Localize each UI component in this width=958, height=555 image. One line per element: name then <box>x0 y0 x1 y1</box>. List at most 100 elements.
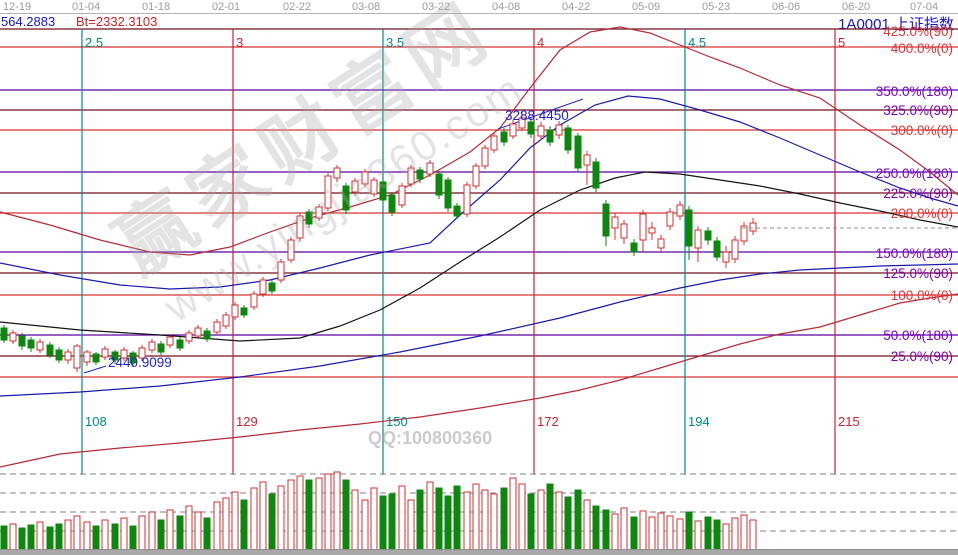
volume-bar <box>555 491 563 551</box>
candle-body <box>481 147 489 167</box>
volume-bar <box>749 519 757 551</box>
candle-body <box>83 351 91 363</box>
volume-bar <box>592 505 600 551</box>
volume-bar <box>157 519 165 551</box>
candle-body <box>305 211 313 225</box>
red-lower-curve <box>0 293 958 468</box>
level-label: 425.0%(90) <box>883 24 953 39</box>
volume-bar <box>138 515 146 551</box>
candle-body <box>620 223 628 239</box>
gann-count-label: 150 <box>386 414 408 429</box>
status-bar <box>0 549 958 555</box>
candle-body <box>277 261 285 281</box>
candle-body <box>666 211 674 227</box>
black-mid-curve <box>0 171 958 342</box>
date-tick: 06-06 <box>772 1 801 13</box>
volume-bar <box>287 479 295 551</box>
red-upper-curve <box>0 26 958 256</box>
volume-bar <box>324 473 332 551</box>
volume-bar <box>185 505 193 551</box>
candle-body <box>27 339 35 349</box>
volume-bar <box>666 515 674 551</box>
candle-body <box>370 179 378 195</box>
level-label: 300.0%(0) <box>890 123 953 138</box>
candle-body <box>602 203 610 237</box>
volume-bar <box>27 524 35 551</box>
candle-body <box>490 135 498 151</box>
gann-count-label: 194 <box>688 414 710 429</box>
candle-body <box>64 351 72 361</box>
volume-bar <box>722 523 730 551</box>
gann-count-label: 108 <box>85 414 107 429</box>
candle-body <box>176 339 184 349</box>
volume-bar <box>9 523 17 551</box>
volume-bar <box>740 514 748 551</box>
candle-body <box>222 314 230 327</box>
date-tick: 01-18 <box>142 1 171 13</box>
date-tick: 02-01 <box>212 1 241 13</box>
candle-body <box>676 204 684 217</box>
volume-bar <box>537 489 545 551</box>
candle-body <box>351 180 359 193</box>
candle-body <box>731 239 739 260</box>
volume-bar <box>0 525 8 551</box>
volume-bar <box>176 515 184 551</box>
gann-cycle-label: 2.5 <box>85 35 104 50</box>
candle-body <box>527 121 535 135</box>
volume-bar <box>453 485 461 551</box>
candle-body <box>250 293 258 308</box>
volume-bar <box>630 516 638 551</box>
volume-bar <box>620 507 628 551</box>
volume-bar <box>463 491 471 551</box>
candle-body <box>268 282 276 292</box>
candle-body <box>555 124 563 136</box>
date-tick: 12-19 <box>3 1 32 13</box>
gann-count-label: 129 <box>236 414 258 429</box>
candle-body <box>694 229 702 249</box>
candle-body <box>55 349 63 361</box>
candle-body <box>648 227 656 234</box>
volume-bar <box>657 512 665 551</box>
level-label: 400.0%(0) <box>890 41 953 56</box>
candle-body <box>564 127 572 151</box>
volume-bar <box>398 485 406 551</box>
candle-body <box>463 184 471 215</box>
candle-body <box>157 343 165 353</box>
candle-body <box>9 332 17 342</box>
volume-bar <box>129 525 137 551</box>
candle-body <box>444 179 452 209</box>
volume-bar <box>602 509 610 551</box>
date-tick: 07-04 <box>910 1 939 13</box>
candle-body <box>213 321 221 333</box>
candle-body <box>546 129 554 143</box>
candle-body <box>111 351 119 361</box>
candle-body <box>453 205 461 217</box>
volume-bar <box>231 491 239 551</box>
candle-body <box>639 213 647 241</box>
candle-body <box>740 225 748 242</box>
level-label: 125.0%(90) <box>883 266 953 281</box>
candle-body <box>18 335 26 347</box>
gann-cycle-label: 5 <box>838 35 846 50</box>
volume-bar <box>388 493 396 551</box>
candle-body <box>518 117 526 129</box>
candle-body <box>713 240 721 258</box>
candle-body <box>472 165 480 187</box>
volume-bar <box>416 489 424 551</box>
volume-bar <box>648 516 656 551</box>
date-tick: 01-04 <box>72 1 101 13</box>
level-label: 150.0%(180) <box>875 246 953 261</box>
volume-bar <box>713 519 721 551</box>
volume-bar <box>527 493 535 551</box>
date-tick: 05-23 <box>702 1 731 13</box>
volume-bar <box>333 471 341 551</box>
candle-body <box>120 349 128 359</box>
low-leader <box>83 365 107 374</box>
volume-bar <box>685 511 693 551</box>
candle-body <box>148 341 156 351</box>
gann-count-label: 172 <box>537 414 559 429</box>
gann-cycle-label: 3 <box>236 35 244 50</box>
high-price-label: 3288.4450 <box>505 108 569 123</box>
